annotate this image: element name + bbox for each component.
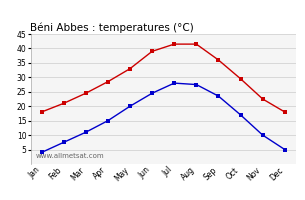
Text: www.allmetsat.com: www.allmetsat.com <box>36 153 104 159</box>
Text: Béni Abbes : temperatures (°C): Béni Abbes : temperatures (°C) <box>30 23 194 33</box>
